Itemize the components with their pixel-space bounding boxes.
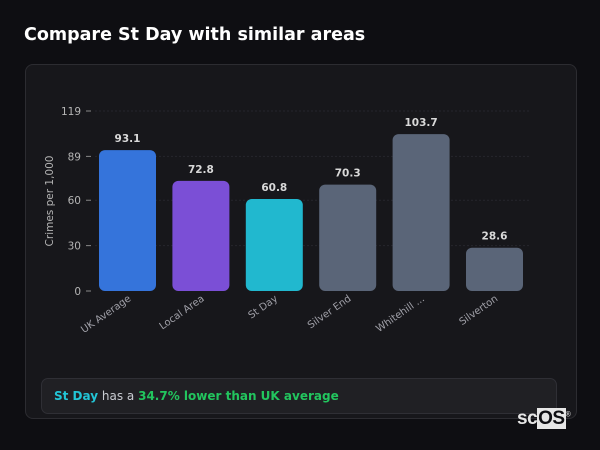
y-tick-label: 60 xyxy=(68,195,81,207)
data-label: 70.3 xyxy=(335,168,361,180)
data-label: 28.6 xyxy=(482,231,508,243)
bar xyxy=(245,199,303,291)
data-label: 72.8 xyxy=(188,164,214,176)
y-axis-label: Crimes per 1,000 xyxy=(44,156,56,247)
y-tick-label: 89 xyxy=(68,151,81,163)
x-tick-label: Silver End xyxy=(306,293,353,331)
data-label: 60.8 xyxy=(261,182,287,194)
bar xyxy=(392,134,450,291)
bar xyxy=(466,247,523,291)
bar xyxy=(172,180,230,291)
x-tick-label: Silverton xyxy=(457,293,500,328)
x-tick-label: St Day xyxy=(247,293,281,321)
x-tick-label: Local Area xyxy=(158,293,207,332)
y-tick-label: 0 xyxy=(74,286,81,298)
data-label: 93.1 xyxy=(115,133,141,145)
y-tick-label: 119 xyxy=(61,106,81,118)
summary-box: St Day has a 34.7% lower than UK average xyxy=(41,378,557,414)
x-tick-label: Whitehill ... xyxy=(374,293,427,334)
summary-highlight: 34.7% lower than UK average xyxy=(138,389,339,403)
scos-logo: scOS® xyxy=(517,408,571,429)
bar xyxy=(319,184,377,291)
page-title: Compare St Day with similar areas xyxy=(24,25,366,45)
bar xyxy=(99,150,156,291)
summary-area: St Day xyxy=(54,389,99,403)
x-tick-label: UK Average xyxy=(79,293,133,335)
data-label: 103.7 xyxy=(404,117,437,129)
summary-text: has a xyxy=(98,389,139,403)
y-tick-label: 30 xyxy=(68,241,81,253)
